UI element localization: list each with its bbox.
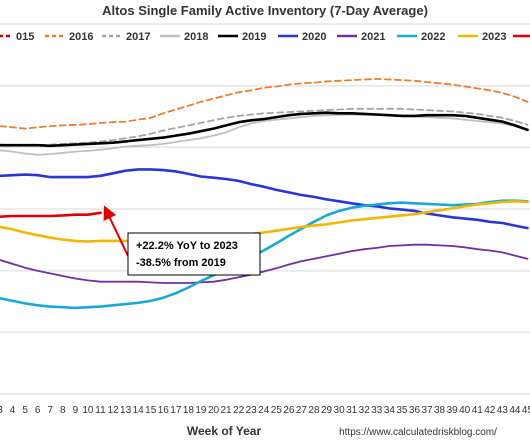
x-tick-label-23: 23 (246, 405, 258, 416)
x-tick-label-31: 31 (346, 405, 358, 416)
annotation-box (127, 232, 261, 276)
x-tick-label-22: 22 (233, 405, 245, 416)
x-tick-label-4: 4 (10, 405, 16, 416)
series-line-2016 (0, 78, 529, 130)
x-axis-ticks: 3456789101112131415161718192021222324252… (0, 405, 530, 416)
x-tick-label-42: 42 (484, 405, 496, 416)
series-line-2023 (0, 200, 529, 243)
legend-label-3: 2018 (184, 31, 208, 43)
x-tick-label-37: 37 (421, 405, 433, 416)
x-tick-label-3: 3 (0, 405, 3, 416)
x-tick-label-14: 14 (133, 405, 145, 416)
x-tick-label-10: 10 (82, 405, 94, 416)
x-tick-label-7: 7 (47, 405, 53, 416)
x-tick-label-5: 5 (22, 405, 28, 416)
x-tick-label-20: 20 (208, 405, 220, 416)
x-tick-label-29: 29 (321, 405, 333, 416)
x-axis-title: Week of Year (187, 424, 262, 438)
x-tick-label-16: 16 (158, 405, 170, 416)
legend: 015 2016 2017 2018 2019 2020 2021 2022 2023 (0, 31, 530, 43)
x-tick-label-43: 43 (497, 405, 509, 416)
series-line-2020 (0, 168, 529, 230)
chart-title: Altos Single Family Active Inventory (7-… (102, 3, 428, 18)
legend-label-8: 2023 (482, 31, 506, 43)
x-tick-label-40: 40 (459, 405, 471, 416)
legend-label-4: 2019 (242, 31, 266, 43)
x-tick-label-44: 44 (509, 405, 521, 416)
x-tick-label-25: 25 (271, 405, 283, 416)
legend-label-0: 015 (16, 31, 34, 43)
x-tick-label-36: 36 (409, 405, 421, 416)
x-tick-label-19: 19 (195, 405, 207, 416)
series-line-2018 (0, 113, 529, 156)
series-line-2021 (0, 243, 529, 284)
x-tick-label-13: 13 (120, 405, 132, 416)
x-tick-label-39: 39 (447, 405, 459, 416)
legend-label-2: 2017 (126, 31, 150, 43)
x-tick-label-32: 32 (359, 405, 371, 416)
series-line-2017 (0, 107, 529, 147)
legend-label-1: 2016 (69, 31, 93, 43)
x-tick-label-34: 34 (384, 405, 396, 416)
annotation: +22.2% YoY to 2023 -38.5% from 2019 (103, 205, 261, 276)
legend-label-5: 2020 (302, 31, 326, 43)
x-tick-label-15: 15 (145, 405, 157, 416)
x-tick-label-18: 18 (183, 405, 195, 416)
x-tick-label-33: 33 (371, 405, 383, 416)
x-tick-label-8: 8 (60, 405, 66, 416)
x-tick-label-26: 26 (283, 405, 295, 416)
annotation-line-1: +22.2% YoY to 2023 (136, 240, 238, 252)
series-group (0, 78, 529, 310)
x-tick-label-11: 11 (95, 405, 106, 416)
x-tick-label-24: 24 (258, 405, 270, 416)
x-tick-label-21: 21 (221, 405, 233, 416)
legend-label-6: 2021 (361, 31, 385, 43)
annotation-arrow (103, 205, 129, 257)
x-tick-label-38: 38 (434, 405, 446, 416)
x-tick-label-12: 12 (107, 405, 119, 416)
x-tick-label-9: 9 (73, 405, 79, 416)
x-tick-label-45: 45 (522, 405, 530, 416)
x-tick-label-35: 35 (396, 405, 408, 416)
x-tick-label-6: 6 (35, 405, 41, 416)
series-line-2022 (0, 199, 529, 310)
series-line-2019 (0, 111, 529, 148)
x-tick-label-41: 41 (472, 405, 484, 416)
legend-label-7: 2022 (421, 31, 445, 43)
series-line-2024 (0, 211, 102, 218)
x-tick-label-17: 17 (170, 405, 182, 416)
x-tick-label-30: 30 (334, 405, 346, 416)
source-text: https://www.calculatedriskblog.com/ (339, 427, 497, 438)
annotation-line-2: -38.5% from 2019 (136, 257, 226, 269)
x-tick-label-27: 27 (296, 405, 308, 416)
x-tick-label-28: 28 (308, 405, 320, 416)
